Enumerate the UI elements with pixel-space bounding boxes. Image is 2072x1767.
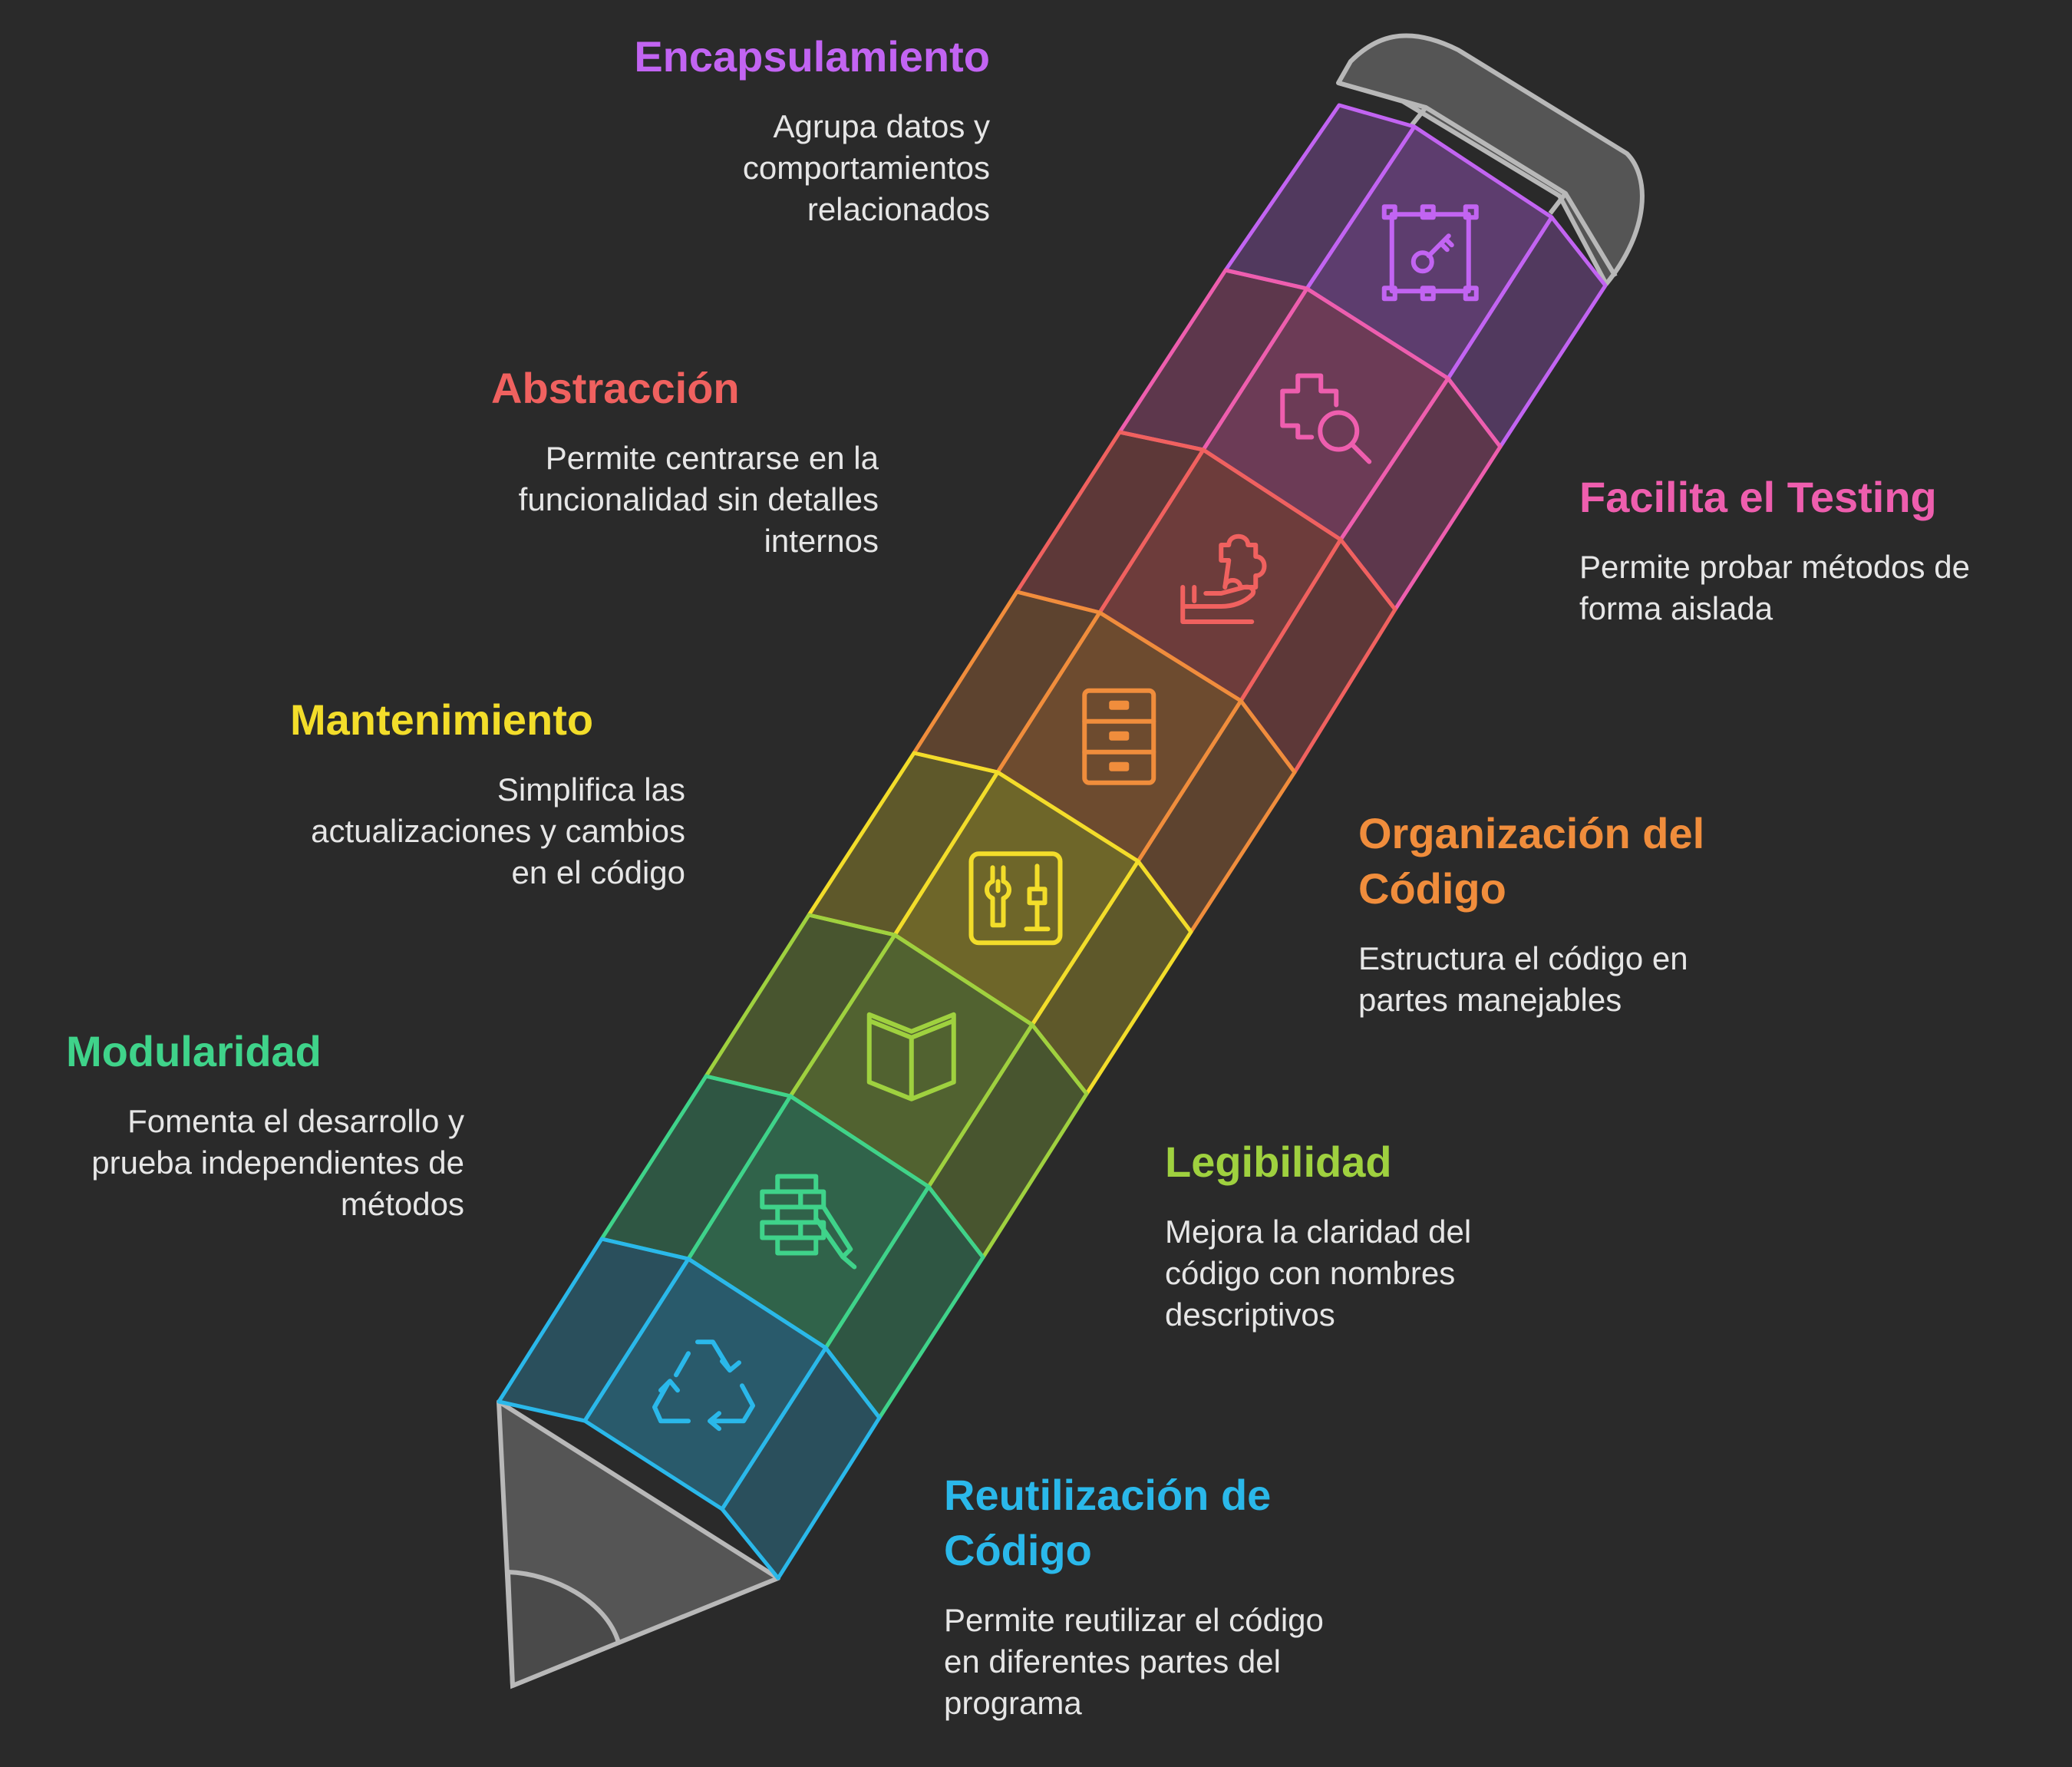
hand-puzzle-icon [1180, 533, 1267, 624]
label-description-line: Permite reutilizar el código [944, 1602, 1324, 1638]
open-book-icon [866, 1012, 956, 1101]
label-title: Abstracción [491, 361, 879, 416]
key-frame-icon [1381, 204, 1479, 302]
label-title: Reutilización de Código [944, 1468, 1324, 1578]
pencil-ferrule-line [1338, 81, 1618, 278]
label-title-line: Encapsulamiento [634, 32, 990, 81]
label-description: Estructura el código en partes manejables [1358, 938, 1704, 1021]
label-title-line: Código [944, 1526, 1092, 1574]
label-title-line: Abstracción [491, 364, 740, 412]
pencil-segment-reutilizacion [497, 1237, 882, 1580]
label-description: Permite centrarse en la funcionalidad sin… [519, 438, 879, 562]
puzzle-search-icon [1280, 373, 1372, 464]
label-mantenimiento: Mantenimiento Simplifica las actualizacion… [290, 692, 685, 893]
label-description-line: internos [764, 523, 879, 559]
label-title-line: Legibilidad [1165, 1138, 1392, 1186]
label-description-line: métodos [340, 1186, 464, 1222]
pencil-segment-legibilidad [704, 913, 1089, 1260]
label-description-line: Estructura el código en [1358, 940, 1688, 976]
label-description-line: comportamientos [742, 150, 990, 186]
label-description-line: Simplifica las [497, 771, 685, 808]
file-cabinet-icon [1082, 688, 1156, 785]
label-title-line: Organización del [1358, 809, 1705, 857]
label-description-line: forma aislada [1579, 590, 1773, 626]
label-description-line: Permite probar métodos de [1579, 549, 1970, 585]
label-description: Permite reutilizar el código en diferente… [944, 1600, 1324, 1724]
pencil-segment-abstraccion [1015, 430, 1397, 775]
pencil-ferrule-line-2 [1408, 106, 1568, 215]
recycle-icon [652, 1339, 755, 1432]
label-testing: Facilita el Testing Permite probar método… [1579, 470, 1970, 629]
label-description: Simplifica las actualizaciones y cambios e… [311, 769, 685, 893]
label-title-line: Código [1358, 864, 1506, 913]
label-reutilizacion: Reutilización de Código Permite reutilizar… [944, 1468, 1324, 1724]
label-title: Encapsulamiento [634, 29, 990, 84]
label-title-line: Mantenimiento [290, 695, 594, 744]
pencil-lead [505, 1569, 622, 1689]
label-abstraccion: Abstracción Permite centrarse en la funcio… [491, 361, 879, 562]
pencil-segment-organizacion [912, 590, 1297, 934]
label-description-line: Fomenta el desarrollo y [127, 1103, 464, 1139]
label-title: Modularidad [66, 1024, 464, 1079]
label-description-line: actualizaciones y cambios [311, 813, 685, 849]
label-description-line: en diferentes partes del [944, 1643, 1281, 1679]
label-title-line: Reutilización de [944, 1471, 1272, 1519]
label-description-line: código con nombres [1165, 1255, 1456, 1291]
label-description-line: en el código [511, 854, 685, 890]
label-description-line: programa [944, 1685, 1082, 1721]
label-description-line: Mejora la claridad del [1165, 1214, 1472, 1250]
label-description-line: relacionados [807, 191, 990, 227]
label-modularidad: Modularidad Fomenta el desarrollo y prueba… [66, 1024, 464, 1225]
label-encapsulamiento: Encapsulamiento Agrupa datos y comportamie… [553, 29, 990, 230]
segment-face-3 [720, 1346, 882, 1580]
label-title-line: Modularidad [66, 1027, 322, 1075]
label-description: Fomenta el desarrollo y prueba independie… [91, 1101, 464, 1225]
label-legibilidad: Legibilidad Mejora la claridad del código … [1165, 1135, 1471, 1336]
label-description-line: Permite centrarse en la [545, 440, 879, 476]
label-title: Legibilidad [1165, 1135, 1471, 1190]
pencil-eraser [1336, 33, 1645, 286]
label-description-line: descriptivos [1165, 1296, 1335, 1333]
label-title: Facilita el Testing [1579, 470, 1970, 525]
label-description-line: Agrupa datos y [773, 108, 990, 144]
bricks-trowel-icon [760, 1174, 857, 1270]
tools-panel-icon [968, 851, 1063, 946]
label-description: Permite probar métodos de forma aislada [1579, 547, 1970, 629]
label-description-line: partes manejables [1358, 982, 1622, 1018]
label-description-line: prueba independientes de [91, 1144, 464, 1181]
label-description: Mejora la claridad del código con nombres… [1165, 1211, 1471, 1336]
label-title: Mantenimiento [290, 692, 685, 748]
pencil-segment-testing [1117, 268, 1503, 612]
label-description: Agrupa datos y comportamientos relacionado… [553, 106, 990, 230]
label-organizacion: Organización del Código Estructura el códi… [1358, 806, 1704, 1021]
label-title: Organización del Código [1358, 806, 1704, 917]
pencil-segment-modularidad [599, 1074, 985, 1420]
label-title-line: Facilita el Testing [1579, 473, 1937, 521]
label-description-line: funcionalidad sin detalles [518, 481, 879, 517]
